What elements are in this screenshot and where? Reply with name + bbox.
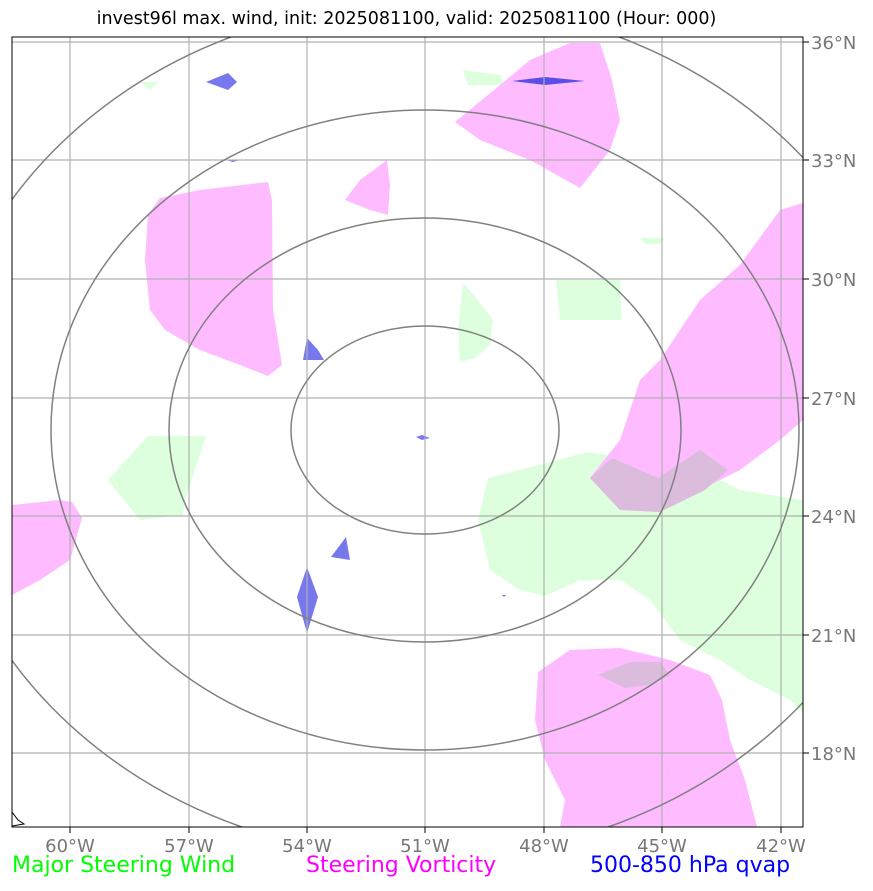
vorticity-layer	[12, 43, 803, 827]
vort-patch-south	[535, 648, 757, 827]
lat-label: 21°N	[811, 626, 856, 647]
gridlines	[12, 37, 803, 827]
lon-label: 51°W	[400, 836, 450, 857]
overlap-east	[590, 450, 728, 512]
lon-label: 42°W	[756, 836, 806, 857]
coastline-fragment	[12, 811, 26, 827]
vort-patch-north-small	[345, 160, 390, 215]
qvap-patch-south-small	[331, 537, 350, 560]
legend-steering-vorticity: Steering Vorticity	[306, 853, 497, 878]
wind-patch-east	[556, 280, 622, 320]
qvap-patch-center	[416, 435, 430, 440]
lon-label: 48°W	[519, 836, 569, 857]
qvap-patch-center-west	[303, 338, 324, 360]
range-ring-1	[290, 325, 560, 535]
map-title: invest96l max. wind, init: 2025081100, v…	[96, 9, 717, 29]
lat-label: 33°N	[811, 151, 856, 172]
range-ring-2	[168, 217, 682, 643]
wind-patch-nw-speck	[140, 82, 158, 90]
lat-label: 36°N	[811, 33, 856, 54]
vort-patch-west	[12, 500, 82, 595]
wind-patch-ne-small	[463, 70, 505, 85]
lat-label: 27°N	[811, 389, 856, 410]
legend-steering-wind: Major Steering Wind	[12, 853, 236, 878]
lon-label: 45°W	[637, 836, 687, 857]
wind-patch-east-small	[640, 238, 665, 244]
wind-patch-southeast	[478, 452, 803, 712]
lat-label: 24°N	[811, 507, 856, 528]
wind-patch-west	[108, 436, 206, 520]
range-rings	[12, 37, 803, 827]
lat-label: 30°N	[811, 270, 856, 291]
steering-wind-layer	[108, 70, 803, 712]
lon-label: 54°W	[282, 836, 332, 857]
qvap-patch-north	[512, 77, 585, 85]
vort-patch-north	[455, 43, 620, 188]
tick-marks	[69, 41, 809, 833]
vort-patch-east	[590, 203, 803, 512]
qvap-patch-south-speck	[502, 595, 506, 597]
lon-label: 57°W	[164, 836, 214, 857]
wind-patch-center	[458, 283, 493, 362]
legend-qvap: 500-850 hPa qvap	[590, 853, 791, 878]
latitude-labels: 36°N 33°N 30°N 27°N 24°N 21°N 18°N	[811, 33, 856, 765]
longitude-labels: 60°W 57°W 54°W 51°W 48°W 45°W 42°W	[45, 836, 806, 857]
overlap-layer	[590, 450, 728, 688]
lon-label: 60°W	[45, 836, 95, 857]
plot-frame	[11, 36, 804, 828]
lat-label: 18°N	[811, 744, 856, 765]
range-ring-3	[50, 109, 800, 751]
qvap-patch-nw	[206, 73, 237, 90]
overlap-south	[598, 662, 670, 688]
